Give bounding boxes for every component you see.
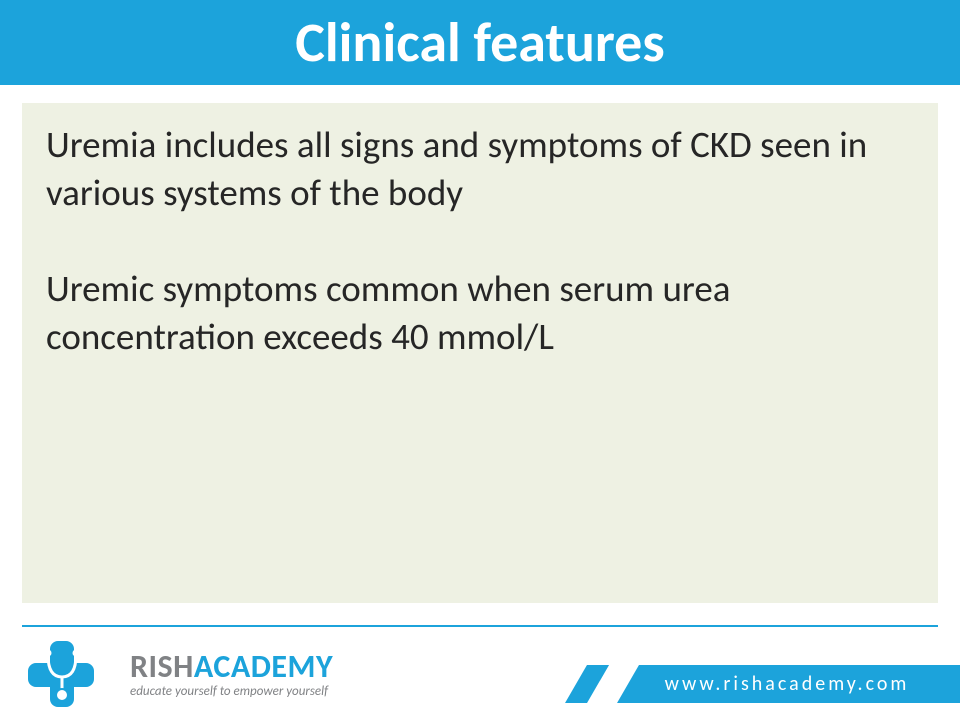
header-bar: Clinical features [0, 0, 960, 85]
brand-block: RISHACADEMY educate yourself to empower … [130, 647, 333, 699]
brand-text-rish: RISH [130, 647, 194, 686]
content-paragraph-1: Uremia includes all signs and symptoms o… [46, 121, 914, 217]
url-banner: www.rishacademy.com [600, 665, 960, 703]
footer: RISHACADEMY educate yourself to empower … [0, 625, 960, 720]
brand-tagline: educate yourself to empower yourself [130, 684, 333, 699]
content-paragraph-2: Uremic symptoms common when serum urea c… [46, 265, 914, 361]
brand-text-academy: ACADEMY [194, 647, 333, 686]
url-text: www.rishacademy.com [665, 672, 910, 696]
brand-name: RISHACADEMY [130, 647, 333, 686]
content-box: Uremia includes all signs and symptoms o… [22, 103, 938, 603]
page-title: Clinical features [295, 9, 664, 77]
medical-cross-stethoscope-icon [22, 635, 102, 715]
footer-divider [22, 625, 938, 627]
